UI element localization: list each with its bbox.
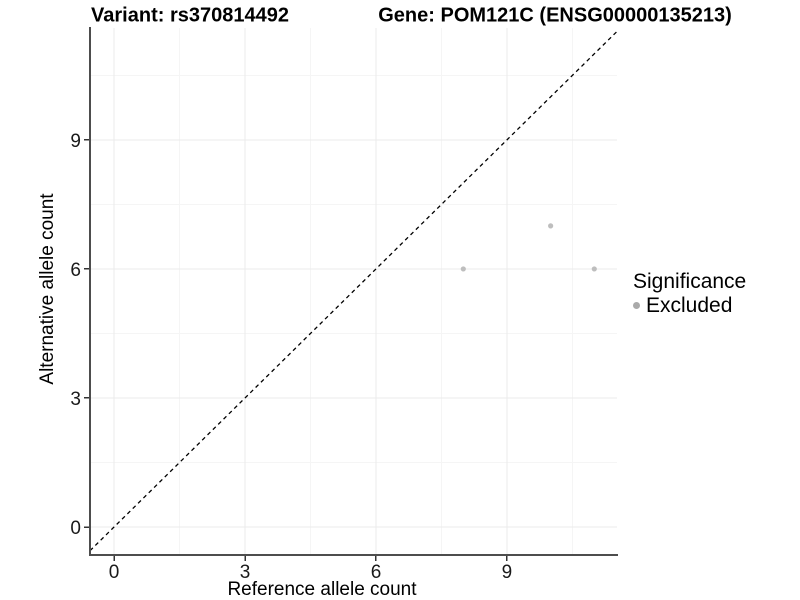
variant-title: Variant: rs370814492 xyxy=(91,4,289,27)
data-point xyxy=(548,223,554,229)
identity-line xyxy=(89,30,618,552)
legend-point-icon xyxy=(633,302,640,309)
x-axis-title: Reference allele count xyxy=(227,579,417,600)
y-tick-label: 9 xyxy=(70,131,81,152)
legend-item-label: Excluded xyxy=(646,294,733,317)
gene-title: Gene: POM121C (ENSG00000135213) xyxy=(378,4,732,27)
data-point xyxy=(591,266,597,272)
x-tick-label: 3 xyxy=(240,562,251,583)
y-tick-label: 0 xyxy=(70,518,81,539)
y-tick-label: 3 xyxy=(70,389,81,410)
legend-item-excluded: Excluded xyxy=(633,294,746,317)
x-tick-label: 9 xyxy=(502,562,513,583)
data-point xyxy=(460,266,466,272)
y-tick-label: 6 xyxy=(70,260,81,281)
y-axis-title: Alternative allele count xyxy=(37,193,58,385)
x-tick-label: 0 xyxy=(109,562,120,583)
x-tick-label: 6 xyxy=(371,562,382,583)
legend: Significance Excluded xyxy=(633,270,746,317)
legend-title: Significance xyxy=(633,270,747,293)
